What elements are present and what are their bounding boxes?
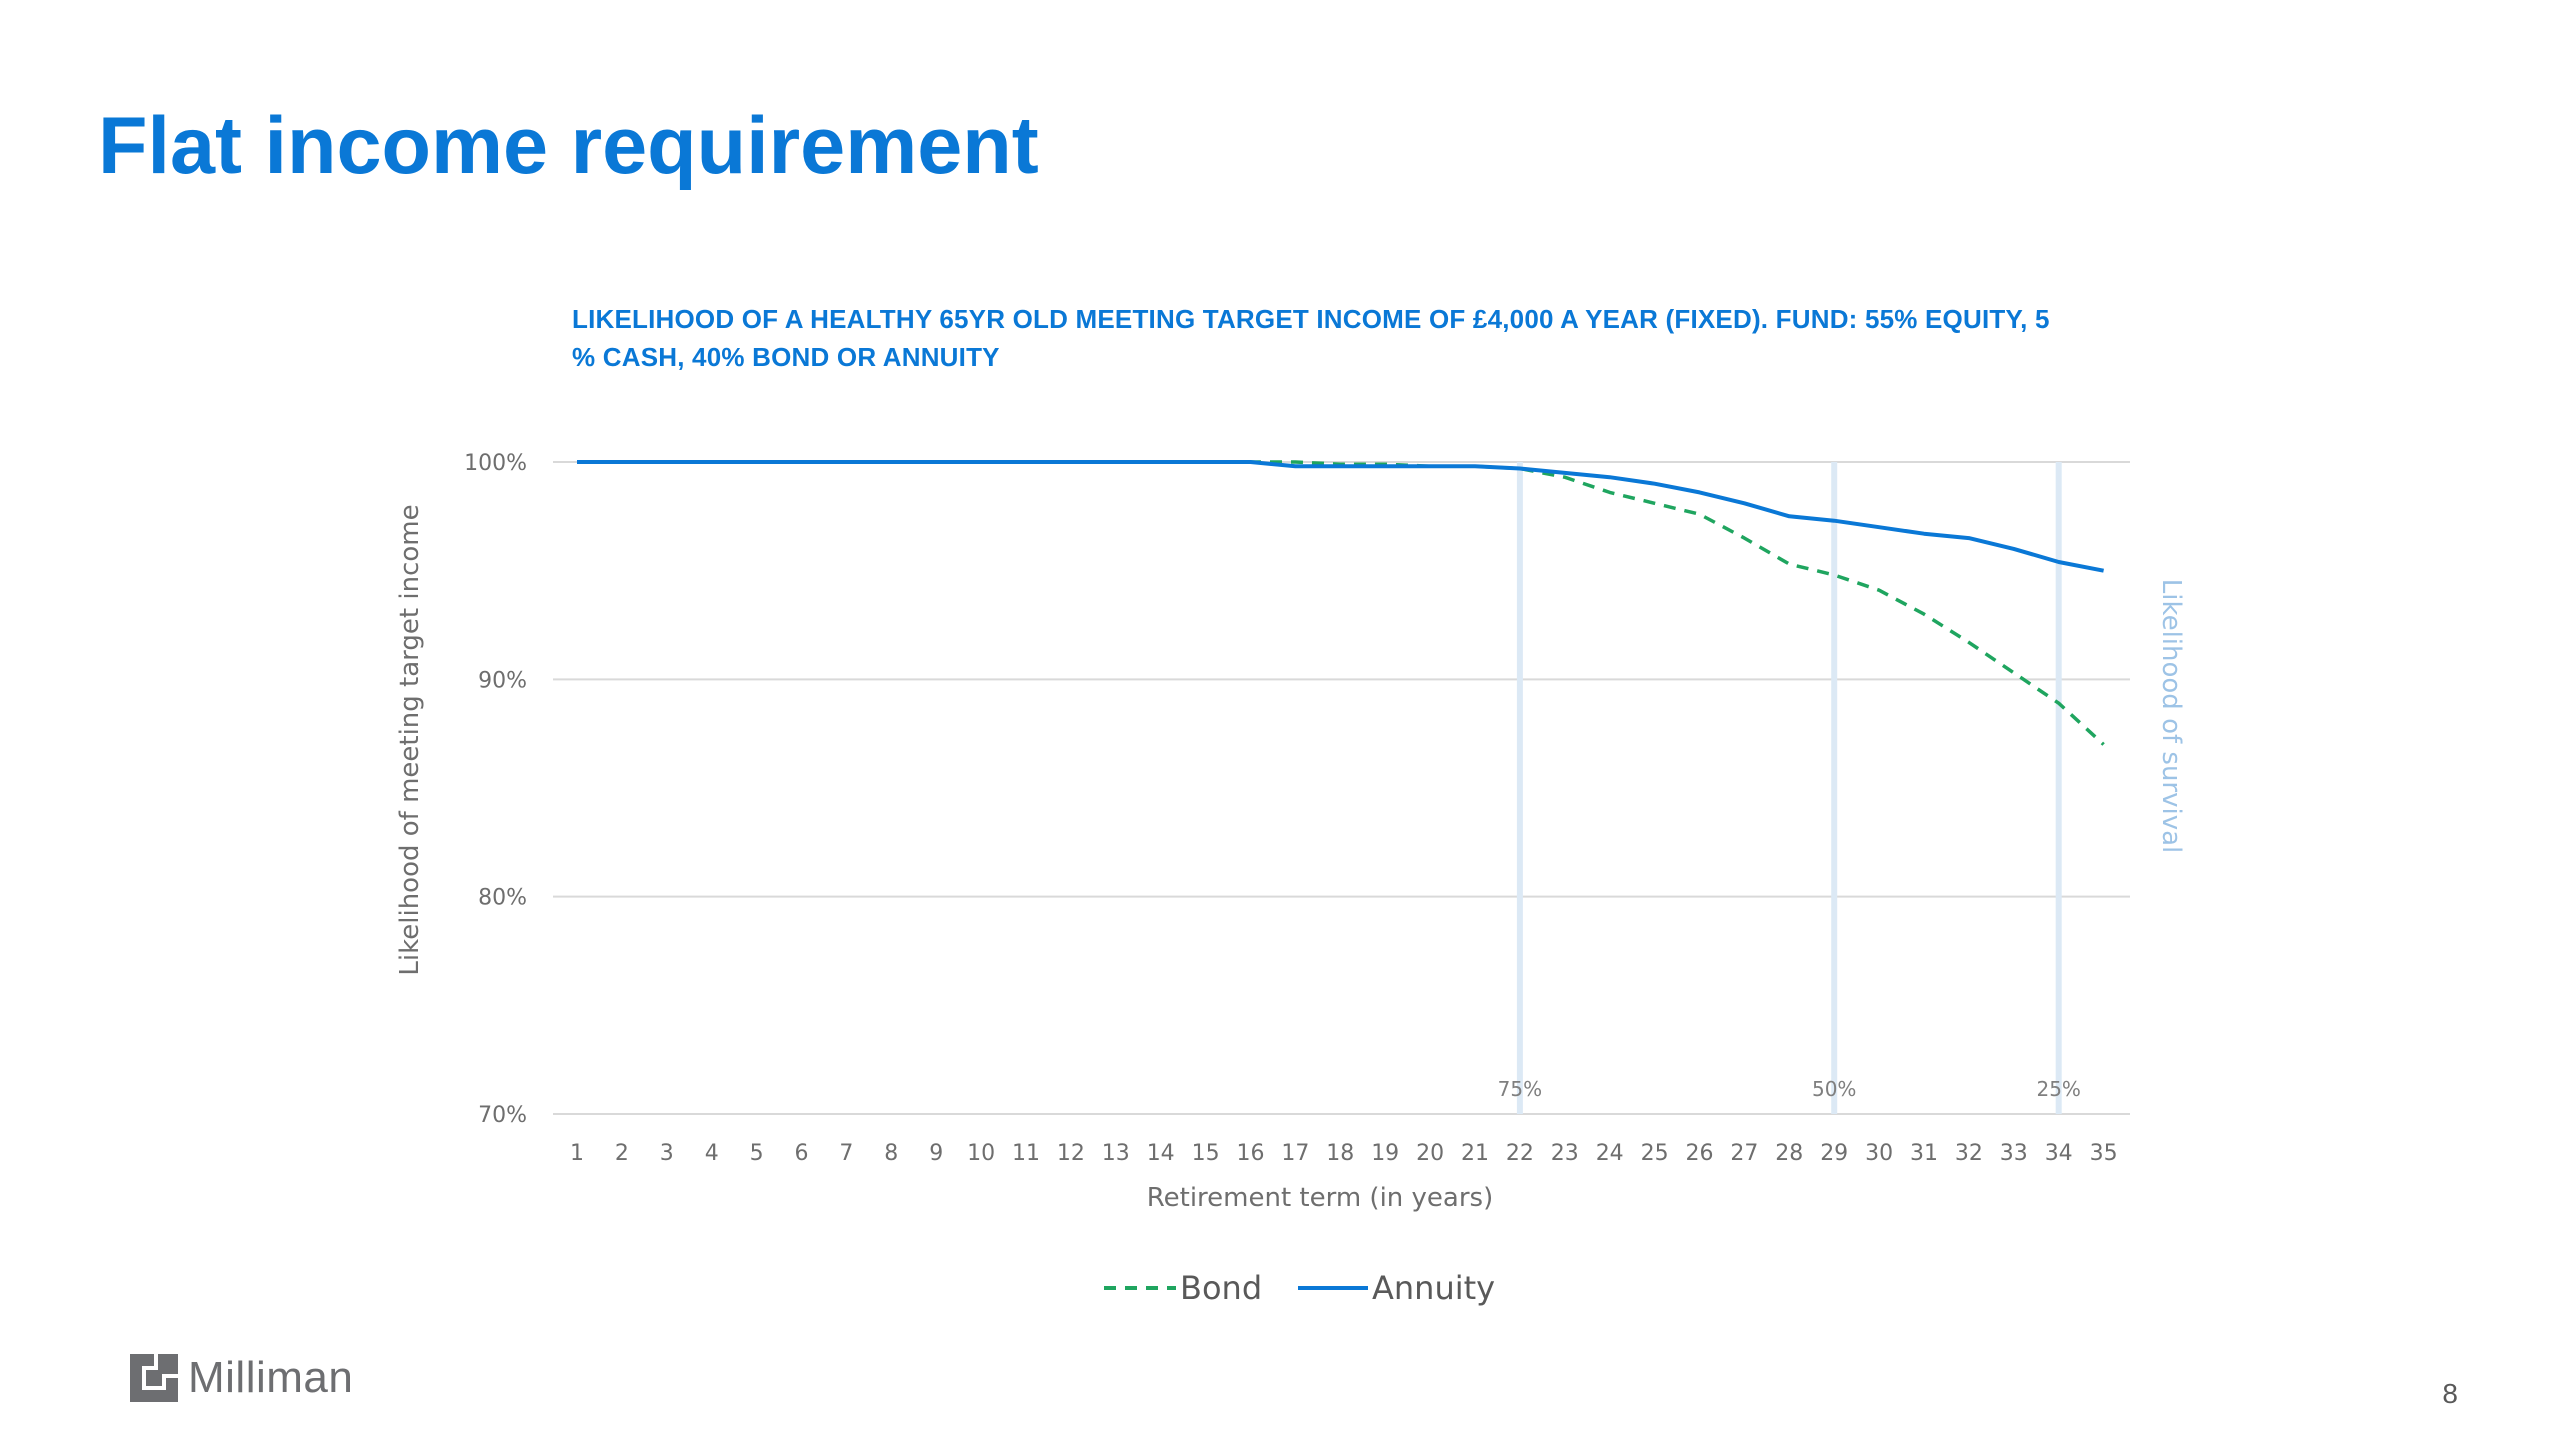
x-tick-label: 12 <box>1057 1141 1085 1166</box>
x-tick-label: 30 <box>1865 1141 1893 1166</box>
x-tick-label: 33 <box>2000 1141 2028 1166</box>
x-tick-label: 32 <box>1955 1141 1983 1166</box>
legend: Bond Annuity <box>1104 1269 1495 1307</box>
page-number: 8 <box>2442 1378 2458 1409</box>
legend-annuity-label: Annuity <box>1372 1269 1495 1307</box>
x-tick-label: 16 <box>1237 1141 1265 1166</box>
x-tick-label: 10 <box>967 1141 995 1166</box>
x-axis-title: Retirement term (in years) <box>1147 1183 1494 1213</box>
y-tick-label: 70% <box>478 1103 527 1128</box>
x-tick-label: 18 <box>1326 1141 1354 1166</box>
x-tick-label: 15 <box>1192 1141 1220 1166</box>
x-tick-label: 28 <box>1775 1141 1803 1166</box>
x-tick-label: 4 <box>705 1141 719 1166</box>
survival-label: 75% <box>1498 1077 1542 1101</box>
x-tick-label: 8 <box>884 1141 898 1166</box>
x-tick-label: 24 <box>1596 1141 1624 1166</box>
chart-title: LIKELIHOOD OF A HEALTHY 65YR OLD MEETING… <box>572 304 2050 372</box>
milliman-logo-text: Milliman <box>188 1353 354 1402</box>
survival-markers: 75% 50% 25% <box>1498 462 2081 1114</box>
y-tick-label: 90% <box>478 668 527 693</box>
y-axis-ticks: 70% 80% 90% 100% <box>464 451 527 1128</box>
series-line-bond <box>577 460 2105 746</box>
x-tick-label: 26 <box>1686 1141 1714 1166</box>
x-tick-label: 9 <box>929 1141 943 1166</box>
x-tick-label: 17 <box>1281 1141 1309 1166</box>
right-axis-title: Likelihood of survival <box>2156 579 2186 854</box>
x-tick-label: 27 <box>1730 1141 1758 1166</box>
milliman-logo: Milliman <box>128 1352 353 1404</box>
survival-band <box>1831 462 1838 1114</box>
slide-title: Flat income requirement <box>98 101 1039 191</box>
y-tick-label: 80% <box>478 886 527 911</box>
x-tick-label: 13 <box>1102 1141 1130 1166</box>
x-tick-label: 22 <box>1506 1141 1534 1166</box>
survival-label: 25% <box>2036 1077 2080 1101</box>
x-tick-label: 21 <box>1461 1141 1489 1166</box>
y-axis-title: Likelihood of meeting target income <box>395 504 425 975</box>
x-tick-label: 31 <box>1910 1141 1938 1166</box>
legend-bond-label: Bond <box>1180 1269 1262 1307</box>
x-tick-label: 6 <box>795 1141 809 1166</box>
x-tick-label: 5 <box>750 1141 764 1166</box>
survival-band <box>1516 462 1523 1114</box>
x-tick-label: 25 <box>1641 1141 1669 1166</box>
x-tick-label: 34 <box>2045 1141 2073 1166</box>
x-tick-label: 7 <box>839 1141 853 1166</box>
gridlines <box>553 461 2130 1115</box>
survival-label: 50% <box>1812 1077 1856 1101</box>
x-tick-label: 20 <box>1416 1141 1444 1166</box>
milliman-logo-icon <box>130 1354 178 1402</box>
y-tick-label: 100% <box>464 451 527 476</box>
x-tick-label: 14 <box>1147 1141 1175 1166</box>
x-tick-label: 3 <box>660 1141 674 1166</box>
x-tick-label: 1 <box>570 1141 584 1166</box>
survival-band <box>2055 462 2062 1114</box>
x-tick-label: 23 <box>1551 1141 1579 1166</box>
x-tick-label: 2 <box>615 1141 629 1166</box>
x-tick-label: 11 <box>1012 1141 1040 1166</box>
x-tick-label: 35 <box>2090 1141 2118 1166</box>
series-lines <box>577 460 2105 746</box>
x-axis-ticks: 1 2 3 4 5 6 7 8 9 10 11 12 13 14 15 16 17 18 19 20 21 22 23 24 2… <box>570 1141 2118 1166</box>
series-line-annuity <box>577 460 2104 573</box>
x-tick-label: 19 <box>1371 1141 1399 1166</box>
x-tick-label: 29 <box>1820 1141 1848 1166</box>
